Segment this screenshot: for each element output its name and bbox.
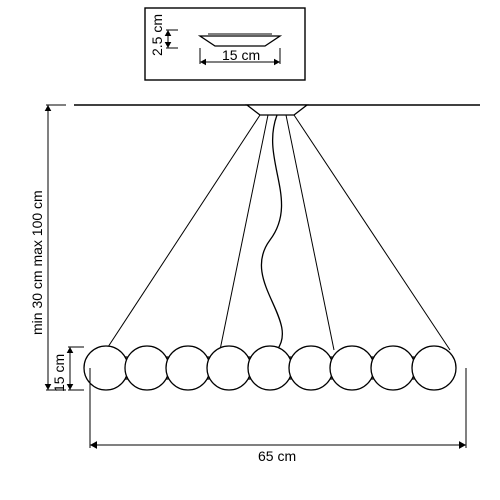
globe-large <box>371 346 415 390</box>
globe-large <box>412 346 456 390</box>
dimension-label: 15 cm <box>222 47 260 63</box>
globe-large <box>166 346 210 390</box>
power-cord <box>261 115 282 350</box>
globe-large <box>248 346 292 390</box>
dimension-label: min 30 cm max 100 cm <box>29 190 45 335</box>
inset-canopy <box>200 36 280 46</box>
dimension-label: 65 cm <box>258 448 296 464</box>
globe-large <box>330 346 374 390</box>
globe-large <box>289 346 333 390</box>
ceiling-canopy <box>247 105 307 115</box>
dimension-label: 15 cm <box>51 354 67 392</box>
globe-large <box>125 346 169 390</box>
globe-large <box>207 346 251 390</box>
dimension-label: 2.5 cm <box>149 14 165 56</box>
globe-large <box>84 346 128 390</box>
